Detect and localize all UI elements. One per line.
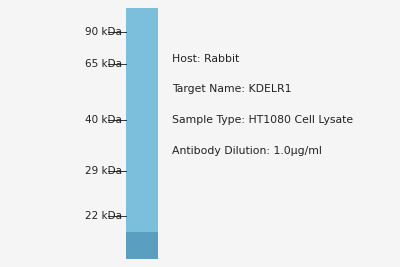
Text: Sample Type: HT1080 Cell Lysate: Sample Type: HT1080 Cell Lysate xyxy=(172,115,353,125)
Text: Antibody Dilution: 1.0µg/ml: Antibody Dilution: 1.0µg/ml xyxy=(172,146,322,156)
Text: 22 kDa: 22 kDa xyxy=(85,211,122,221)
Text: 90 kDa: 90 kDa xyxy=(85,27,122,37)
Text: Target Name: KDELR1: Target Name: KDELR1 xyxy=(172,84,292,95)
Text: 29 kDa: 29 kDa xyxy=(85,166,122,176)
Text: 65 kDa: 65 kDa xyxy=(85,59,122,69)
Bar xyxy=(126,8,158,259)
Text: 40 kDa: 40 kDa xyxy=(85,115,122,125)
Bar xyxy=(126,232,158,259)
Text: Host: Rabbit: Host: Rabbit xyxy=(172,54,239,64)
